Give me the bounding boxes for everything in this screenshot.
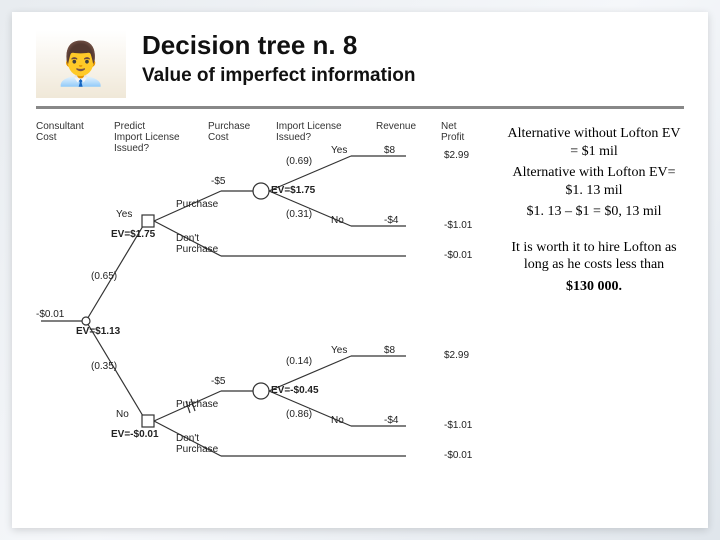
header: 👨‍💼 Decision tree n. 8 Value of imperfec… xyxy=(36,30,684,109)
col-netprofit: NetProfit xyxy=(441,121,464,143)
bot-rev-lo: -$4 xyxy=(384,415,398,426)
side-l4: It is worth it to hire Lofton as long as… xyxy=(504,239,684,274)
bot-pcost: -$5 xyxy=(211,376,225,387)
col-purchase: PurchaseCost xyxy=(208,121,250,143)
top-yes-p: (0.69) xyxy=(286,156,312,167)
bot-np-lo: -$1.01 xyxy=(444,420,472,431)
top-purchase: Purchase xyxy=(176,199,218,210)
bot-ev: EV=-$0.45 xyxy=(271,385,319,396)
title-block: Decision tree n. 8 Value of imperfect in… xyxy=(142,30,415,87)
bot-no-p: (0.86) xyxy=(286,409,312,420)
top-rev-hi: $8 xyxy=(384,145,395,156)
top-rev-lo: -$4 xyxy=(384,215,398,226)
root-ev: EV=$1.13 xyxy=(76,326,120,337)
slide-title: Decision tree n. 8 xyxy=(142,30,415,61)
side-l5: $130 000. xyxy=(504,278,684,296)
side-text: Alternative without Lofton EV = $1 mil A… xyxy=(504,121,684,511)
col-revenue: Revenue xyxy=(376,121,416,132)
slide: 👨‍💼 Decision tree n. 8 Value of imperfec… xyxy=(12,12,708,528)
side-l1: Alternative without Lofton EV = $1 mil xyxy=(504,125,684,160)
slide-subtitle: Value of imperfect information xyxy=(142,65,415,87)
side-l3: $1. 13 – $1 = $0, 13 mil xyxy=(504,203,684,221)
yes-label: Yes xyxy=(116,209,132,220)
top-np-dont: -$0.01 xyxy=(444,250,472,261)
no-label: No xyxy=(116,409,129,420)
tree-svg xyxy=(36,121,496,511)
top-np-lo: -$1.01 xyxy=(444,220,472,231)
bot-yes: Yes xyxy=(331,345,347,356)
no-prob: (0.35) xyxy=(91,361,117,372)
top-no: No xyxy=(331,215,344,226)
presenter-photo: 👨‍💼 xyxy=(36,30,126,98)
no-ev: EV=-$0.01 xyxy=(111,429,159,440)
bot-purchase: Purchase xyxy=(176,399,218,410)
col-import: Import LicenseIssued? xyxy=(276,121,342,143)
bot-yes-p: (0.14) xyxy=(286,356,312,367)
bot-no: No xyxy=(331,415,344,426)
top-dont: Don'tPurchase xyxy=(176,233,218,255)
content: ConsultantCost PredictImport LicenseIssu… xyxy=(36,121,684,511)
side-l2: Alternative with Lofton EV= $1. 13 mil xyxy=(504,164,684,199)
root-cost: -$0.01 xyxy=(36,309,64,320)
bot-np-hi: $2.99 xyxy=(444,350,469,361)
top-no-p: (0.31) xyxy=(286,209,312,220)
top-pcost: -$5 xyxy=(211,176,225,187)
yes-ev: EV=$1.75 xyxy=(111,229,155,240)
top-np-hi: $2.99 xyxy=(444,150,469,161)
top-ev: EV=$1.75 xyxy=(271,185,315,196)
yes-prob: (0.65) xyxy=(91,271,117,282)
col-consultant: ConsultantCost xyxy=(36,121,84,143)
bot-np-dont: -$0.01 xyxy=(444,450,472,461)
top-yes: Yes xyxy=(331,145,347,156)
col-predict: PredictImport LicenseIssued? xyxy=(114,121,180,154)
bot-dont: Don'tPurchase xyxy=(176,433,218,455)
bot-rev-hi: $8 xyxy=(384,345,395,356)
decision-tree: ConsultantCost PredictImport LicenseIssu… xyxy=(36,121,496,511)
